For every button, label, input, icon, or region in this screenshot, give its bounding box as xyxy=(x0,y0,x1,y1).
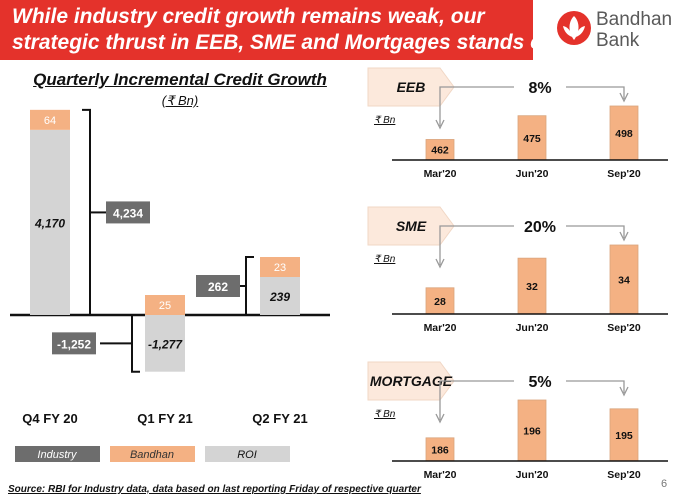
eeb-bar-2 xyxy=(517,115,547,161)
roi-bar-1 xyxy=(30,129,70,315)
legend-label-roi: ROI xyxy=(237,449,257,461)
sme-category-2: Jun'20 xyxy=(516,322,549,334)
eeb-bar-label-1: 462 xyxy=(431,145,449,157)
sme-category-1: Mar'20 xyxy=(424,322,457,334)
sme-title-tab xyxy=(367,206,455,246)
sme-bar-3 xyxy=(609,244,639,315)
industry-box-3 xyxy=(196,275,240,297)
sme-unit: ₹ Bn xyxy=(374,254,396,265)
sme-growth-line-left xyxy=(439,225,514,265)
legend-label-industry: Industry xyxy=(37,449,78,461)
industry-box-1 xyxy=(106,201,150,224)
mortgage-unit: ₹ Bn xyxy=(374,409,396,420)
logo-word-bandhan: Bandhan xyxy=(596,9,673,30)
eeb-growth-line-left xyxy=(439,86,514,126)
eeb-bar-label-3: 498 xyxy=(615,128,633,140)
mortgage-category-1: Mar'20 xyxy=(424,469,457,481)
category-label-3: Q2 FY 21 xyxy=(252,411,307,426)
legend-swatch-bandhan xyxy=(110,446,195,462)
header-banner: While industry credit growth remains wea… xyxy=(0,0,563,60)
sme-panel: SME ₹ Bn 20% 28 Mar'20 32 Jun'20 34 Sep'20 xyxy=(367,206,668,334)
mortgage-title-tab xyxy=(367,361,455,401)
sme-growth-line-right xyxy=(566,225,625,238)
main-chart-unit: (₹ Bn) xyxy=(161,93,199,108)
sme-arrow-head-left xyxy=(435,258,445,269)
category-label-2: Q1 FY 21 xyxy=(137,411,192,426)
industry-label-1: 4,234 xyxy=(113,206,143,220)
header-title-line-2: strategic thrust in EEB, SME and Mortgag… xyxy=(12,31,563,54)
bandhan-bank-logo: Bandhan Bank xyxy=(556,6,678,56)
eeb-growth-label: 8% xyxy=(528,80,551,97)
sme-bar-label-2: 32 xyxy=(526,281,538,293)
mortgage-bar-2 xyxy=(517,399,547,462)
bandhan-bar-2 xyxy=(145,295,185,315)
sme-growth-label: 20% xyxy=(524,219,556,236)
mortgage-growth-line-left xyxy=(439,380,514,420)
roi-label-3: 239 xyxy=(269,290,290,304)
mortgage-bar-label-3: 195 xyxy=(615,430,633,442)
sme-bar-label-1: 28 xyxy=(434,296,446,308)
bandhan-label-3: 23 xyxy=(274,262,286,274)
header-title-line-1: While industry credit growth remains wea… xyxy=(12,5,485,28)
logo-word-bank: Bank xyxy=(596,30,640,51)
mortgage-bar-3 xyxy=(609,408,639,462)
mortgage-growth-line-right xyxy=(566,380,625,393)
eeb-bar-3 xyxy=(609,105,639,161)
industry-bracket-2 xyxy=(131,314,140,373)
legend-swatch-roi xyxy=(205,446,290,462)
mortgage-growth-label: 5% xyxy=(528,374,551,391)
source-footnote: Source: RBI for Industry data, data base… xyxy=(8,484,421,495)
category-label-1: Q4 FY 20 xyxy=(22,411,77,426)
legend-label-bandhan: Bandhan xyxy=(130,449,174,461)
eeb-title-tab xyxy=(367,67,455,107)
sme-title: SME xyxy=(396,218,427,234)
eeb-category-2: Jun'20 xyxy=(516,168,549,180)
eeb-growth-line-right xyxy=(566,86,625,99)
main-chart-title: Quarterly Incremental Credit Growth xyxy=(33,70,327,89)
roi-label-2: -1,277 xyxy=(148,337,183,351)
sme-category-3: Sep'20 xyxy=(607,322,641,334)
mortgage-panel: MORTGAGE ₹ Bn 5% 186 Mar'20 196 Jun'20 195 Sep'2… xyxy=(367,361,668,481)
eeb-bar-label-2: 475 xyxy=(523,133,541,145)
industry-label-3: 262 xyxy=(208,280,228,294)
roi-bar-3 xyxy=(260,277,300,315)
industry-box-2 xyxy=(52,332,96,355)
sme-arrow-head-right xyxy=(619,231,629,242)
eeb-arrow-head-left xyxy=(435,119,445,130)
industry-bracket-1 xyxy=(82,108,91,316)
eeb-category-3: Sep'20 xyxy=(607,168,641,180)
eeb-unit: ₹ Bn xyxy=(374,115,396,126)
mortgage-title: MORTGAGE xyxy=(370,373,453,389)
mortgage-arrow-head-left xyxy=(435,413,445,424)
roi-bar-2 xyxy=(145,315,185,372)
eeb-title: EEB xyxy=(397,79,426,95)
bandhan-label-2: 25 xyxy=(159,300,171,312)
industry-bracket-3 xyxy=(245,256,254,316)
logo-icon xyxy=(557,11,591,45)
page-number: 6 xyxy=(661,478,668,490)
roi-label-1: 4,170 xyxy=(34,216,65,230)
eeb-category-1: Mar'20 xyxy=(424,168,457,180)
industry-label-2: -1,252 xyxy=(57,337,91,351)
legend-swatch-industry xyxy=(15,446,100,462)
eeb-panel: EEB ₹ Bn 8% 462 Mar'20 475 Jun'20 498 Sep'20 xyxy=(367,67,668,180)
bandhan-bar-1 xyxy=(30,109,70,130)
mortgage-bar-label-1: 186 xyxy=(431,444,449,456)
sme-bar-label-3: 34 xyxy=(618,275,630,287)
mortgage-category-2: Jun'20 xyxy=(516,469,549,481)
eeb-arrow-head-right xyxy=(619,92,629,103)
bandhan-label-1: 64 xyxy=(44,115,56,127)
bandhan-bar-3 xyxy=(260,257,300,277)
mortgage-category-3: Sep'20 xyxy=(607,469,641,481)
mortgage-bar-label-2: 196 xyxy=(523,426,541,438)
mortgage-arrow-head-right xyxy=(619,386,629,397)
